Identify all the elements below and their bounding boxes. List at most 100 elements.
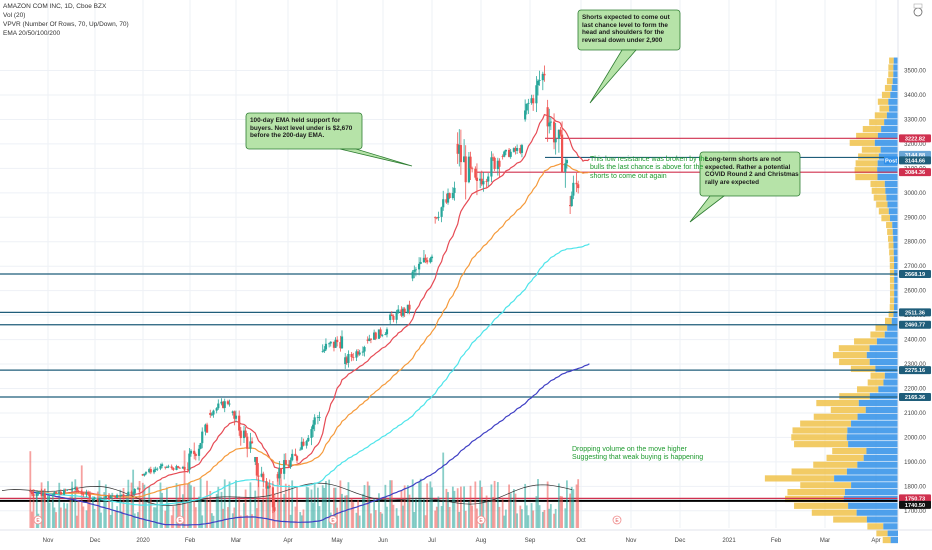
volume-bar bbox=[434, 510, 437, 528]
volume-bar bbox=[527, 515, 530, 528]
price-badge-text: 2511.36 bbox=[905, 310, 925, 316]
indicator-vpvr[interactable]: VPVR (Number Of Rows, 70, Up/Down, 70) bbox=[3, 21, 129, 28]
axis-controls[interactable] bbox=[913, 3, 923, 17]
volume-bar bbox=[569, 493, 572, 528]
candle-body bbox=[507, 149, 511, 157]
vp-bar-down bbox=[888, 242, 894, 249]
vp-bar-up bbox=[888, 208, 898, 215]
volume-bar bbox=[265, 481, 268, 528]
volume-bar bbox=[66, 503, 69, 528]
earnings-marker-label: E bbox=[479, 518, 483, 524]
candle-body bbox=[233, 411, 236, 419]
volume-bar bbox=[186, 483, 189, 528]
volume-bar bbox=[325, 481, 327, 528]
callout-pointer-ema bbox=[339, 148, 413, 167]
vp-bar-down bbox=[830, 406, 866, 414]
candle-body bbox=[189, 450, 193, 454]
price-axis[interactable]: 1700.00 1800.00 1900.00 2000.00 2100.00 2200.… bbox=[897, 0, 927, 530]
ema-lines bbox=[30, 113, 590, 526]
callout-box-long bbox=[699, 151, 801, 197]
volume-bar bbox=[296, 487, 298, 528]
volume-bar bbox=[87, 497, 90, 528]
volume-bar bbox=[238, 496, 241, 528]
time-tick-label: Feb bbox=[771, 538, 782, 544]
candle-body bbox=[475, 177, 479, 182]
volume-bar bbox=[88, 491, 91, 528]
price-tick-label: 3300.00 bbox=[904, 117, 926, 123]
candle-body bbox=[119, 495, 122, 497]
vp-bar-up bbox=[878, 386, 898, 393]
volume-bar bbox=[59, 507, 62, 528]
candle-body bbox=[96, 498, 99, 501]
volume-bar bbox=[509, 493, 512, 528]
volume-bar bbox=[48, 502, 51, 528]
volume-bar bbox=[165, 487, 168, 528]
candle-body bbox=[136, 488, 140, 490]
vp-bar-up bbox=[894, 263, 898, 270]
vp-bar-up bbox=[891, 84, 898, 92]
ema-200-line bbox=[30, 363, 590, 526]
volume-bar bbox=[71, 481, 73, 528]
candle-body bbox=[527, 102, 530, 104]
time-tick-label: Dec bbox=[675, 538, 686, 544]
vp-bar-up bbox=[880, 146, 898, 153]
volume-bar bbox=[35, 490, 38, 528]
candle-body bbox=[246, 436, 249, 449]
indicator-ema[interactable]: EMA 20/50/100/200 bbox=[3, 30, 61, 37]
volume-bar bbox=[378, 493, 380, 528]
candle-body bbox=[474, 168, 477, 178]
candle-body bbox=[366, 339, 369, 341]
volume-bar bbox=[257, 478, 260, 528]
candle-body bbox=[385, 329, 389, 335]
volume-bar bbox=[435, 506, 438, 528]
volume-bar bbox=[310, 489, 313, 528]
volume-bar bbox=[116, 506, 118, 528]
vp-bar-down bbox=[862, 126, 882, 133]
time-tick-label: Apr bbox=[871, 538, 880, 544]
candle-body bbox=[250, 441, 254, 444]
volume-bar bbox=[143, 484, 146, 528]
vp-bar-up bbox=[846, 434, 898, 441]
vp-bar-down bbox=[876, 201, 888, 208]
vp-bar-down bbox=[886, 221, 893, 229]
volume-bar bbox=[121, 511, 123, 528]
candle-body bbox=[37, 491, 40, 494]
volume-bar bbox=[130, 482, 133, 528]
volume-bar bbox=[109, 514, 112, 528]
volume-bar bbox=[177, 497, 180, 528]
vp-bar-up bbox=[846, 468, 898, 475]
vp-bar-down bbox=[889, 263, 895, 270]
candle-body bbox=[514, 148, 517, 151]
candle-body bbox=[148, 469, 151, 473]
candle-body bbox=[226, 401, 230, 404]
vp-bar-up bbox=[890, 215, 898, 222]
candle-body bbox=[519, 148, 522, 153]
candle-body bbox=[62, 489, 66, 495]
price-tick-label: 1800.00 bbox=[904, 484, 926, 490]
volume-bar bbox=[100, 512, 102, 528]
volume-bar bbox=[161, 492, 163, 528]
price-badge-text: 3222.82 bbox=[905, 136, 925, 142]
candle-body bbox=[175, 466, 178, 470]
vp-bar-up bbox=[893, 310, 898, 318]
volume-bar bbox=[564, 508, 567, 528]
volume-bar bbox=[132, 469, 135, 528]
volume-bar bbox=[418, 481, 421, 528]
indicator-vol[interactable]: Vol (20) bbox=[3, 12, 26, 19]
time-tick-label: Jun bbox=[378, 538, 388, 544]
volume-bar bbox=[178, 484, 181, 528]
volume-bar bbox=[513, 489, 515, 528]
time-axis[interactable]: Nov Dec 2020 Feb Mar Apr May Jun Jul Aug Sep Oct Nov… bbox=[0, 529, 932, 544]
candle-body bbox=[451, 192, 454, 199]
volume-bar bbox=[485, 495, 488, 528]
candle-body bbox=[98, 498, 101, 501]
price-badge-text: 2460.77 bbox=[905, 323, 925, 329]
vp-bar-up bbox=[892, 221, 898, 229]
candle-body bbox=[363, 347, 366, 352]
volume-bar bbox=[305, 486, 308, 528]
vp-bar-up bbox=[892, 78, 898, 85]
candle-body bbox=[133, 489, 136, 494]
candle-body bbox=[302, 441, 305, 446]
price-badge-2668.19 bbox=[899, 269, 931, 278]
